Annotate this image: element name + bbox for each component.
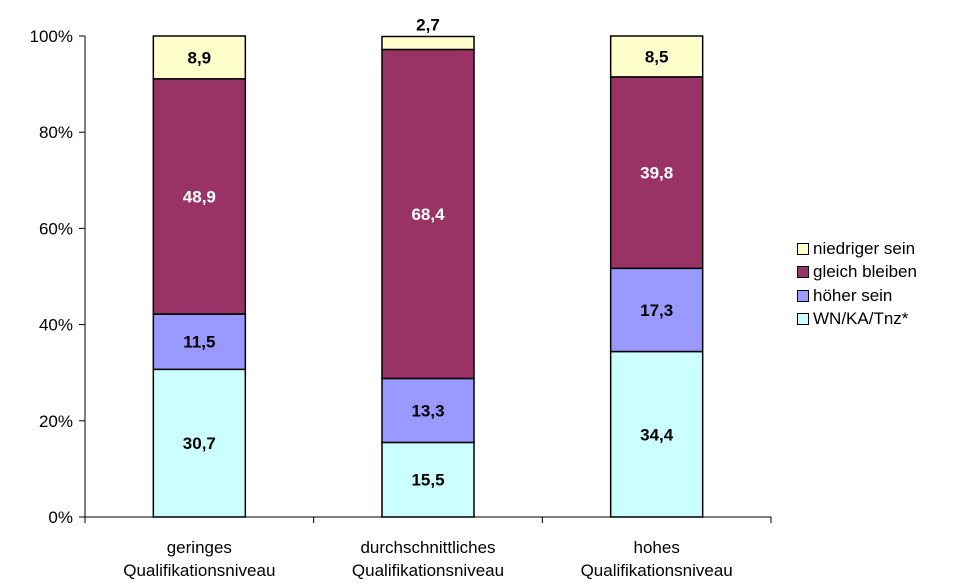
y-tick-label: 20% [39,412,73,431]
legend-label: gleich bleiben [813,262,917,282]
bar-segment [609,267,704,353]
bars [152,35,704,518]
data-label: 11,5 [183,333,215,352]
bar-segment [609,350,704,518]
y-tick-label: 60% [39,219,73,238]
legend-label: höher sein [813,285,893,305]
category-label: Qualifikationsniveau [352,561,504,580]
legend-swatch [797,242,809,255]
y-tick-label: 0% [48,508,73,527]
data-label: 48,9 [183,187,216,206]
bar-segment [152,35,247,80]
data-label: 34,4 [640,425,674,444]
legend-item: WN/KA/Tnz* [797,308,917,332]
value-labels: 30,7 11,5 48,9 8,9 15,5 13,3 68,4 2,7 34,4 17,3 39… [183,15,674,489]
data-label: 30,7 [183,434,216,453]
bar-segment [152,368,247,518]
legend-swatch [797,266,809,279]
legend-label: WN/KA/Tnz* [813,309,909,329]
legend-item: höher sein [797,284,917,308]
bar-segment [609,76,704,270]
legend-swatch [797,313,809,326]
axes: 0% 20% 40% 60% 80% 100% geringes Qualifikations… [30,27,772,580]
data-label: 17,3 [640,301,673,320]
y-tick-label: 100% [30,27,73,46]
y-tick-label: 80% [39,123,73,142]
category-label: Qualifikationsniveau [581,561,733,580]
bar-segment [152,313,247,371]
data-label: 2,7 [416,15,440,34]
legend-label: niedriger sein [813,238,916,258]
category-label: hohes [634,538,680,557]
y-tick-label: 40% [39,316,73,335]
data-label: 15,5 [411,471,444,490]
bar-segment [381,48,475,380]
data-label: 8,5 [645,47,669,66]
legend-item: gleich bleiben [797,261,917,285]
data-label: 39,8 [640,164,673,183]
bar-segment [152,78,247,315]
legend-item: niedriger sein [797,237,917,261]
bar-segment [381,35,475,51]
data-label: 8,9 [188,48,212,67]
category-label: Qualifikationsniveau [123,561,275,580]
legend: niedriger sein gleich bleiben höher sein WN… [797,237,917,331]
category-label: durchschnittliches [360,538,495,557]
category-label: geringes [167,538,232,557]
data-label: 13,3 [411,401,444,420]
data-label: 68,4 [411,205,445,224]
legend-swatch [797,289,809,302]
bar-segment [609,35,704,78]
bar-segment [381,441,475,518]
